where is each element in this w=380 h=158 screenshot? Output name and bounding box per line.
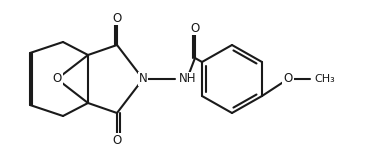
Text: N: N [139,73,147,85]
Text: O: O [112,12,122,24]
Text: O: O [190,21,200,34]
Text: CH₃: CH₃ [314,74,335,84]
Text: O: O [112,134,122,146]
Text: O: O [283,73,293,85]
Text: NH: NH [179,73,196,85]
Text: O: O [52,73,62,85]
